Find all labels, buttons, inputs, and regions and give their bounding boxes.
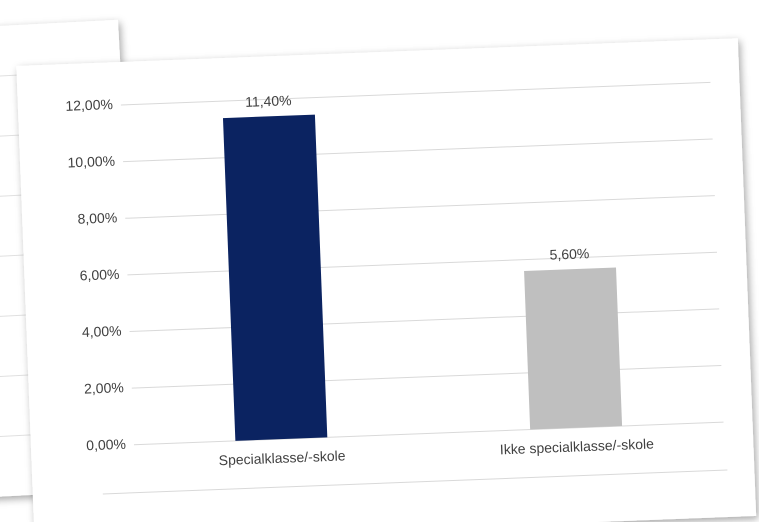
bar bbox=[222, 114, 328, 441]
grid-line bbox=[120, 81, 711, 106]
grid-line bbox=[133, 421, 724, 446]
grid-line bbox=[127, 251, 718, 276]
chart-card: 0,00% 2,00% 4,00% 6,00% 8,00% 10,00% 12,00% Spe… bbox=[16, 38, 757, 522]
grid-line bbox=[129, 308, 720, 333]
card-rule bbox=[102, 469, 728, 495]
y-tick-label: 6,00% bbox=[79, 266, 119, 284]
y-tick-label: 2,00% bbox=[84, 379, 124, 397]
data-label: 11,40% bbox=[245, 92, 292, 110]
data-label: 5,60% bbox=[549, 245, 589, 263]
x-tick-label: Ikke specialklasse/-skole bbox=[500, 435, 655, 457]
y-tick-label: 12,00% bbox=[65, 96, 113, 114]
grid-line bbox=[131, 364, 722, 389]
grid-line bbox=[125, 195, 715, 219]
bar bbox=[524, 267, 623, 430]
y-tick-label: 10,00% bbox=[67, 153, 115, 171]
y-tick-label: 0,00% bbox=[86, 436, 126, 454]
x-tick-label: Specialklasse/-skole bbox=[218, 447, 346, 468]
y-tick-label: 8,00% bbox=[77, 209, 117, 227]
grid-line bbox=[123, 138, 713, 163]
y-tick-label: 4,00% bbox=[82, 323, 122, 341]
